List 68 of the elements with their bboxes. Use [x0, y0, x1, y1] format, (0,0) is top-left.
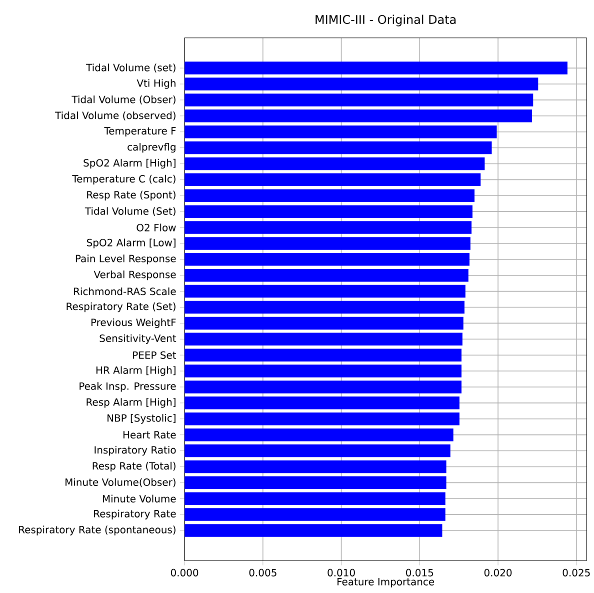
- y-tick-label: Temperature F: [104, 127, 176, 137]
- y-tick-label: Resp Alarm [High]: [86, 398, 176, 408]
- x-axis-title: Feature Importance: [338, 578, 434, 588]
- bar: [184, 396, 460, 410]
- bar: [184, 476, 446, 490]
- bar: [184, 364, 462, 378]
- y-tick-label: SpO2 Alarm [High]: [84, 159, 176, 169]
- bar: [184, 332, 462, 346]
- bar: [184, 380, 462, 394]
- y-tick-label: Peak Insp. Pressure: [80, 382, 176, 392]
- bar: [184, 189, 475, 202]
- y-tick-label: Richmond-RAS Scale: [74, 288, 176, 296]
- y-tick-label: Resp Rate (Spont): [87, 191, 176, 201]
- y-tick-label: HR Alarm [High]: [96, 366, 176, 376]
- y-tick-label: Tidal Volume (Set): [84, 207, 176, 216]
- bar: [184, 142, 492, 154]
- bar: [184, 508, 446, 522]
- bar: [184, 317, 464, 330]
- y-tick-label: Pain Level Response: [76, 254, 176, 264]
- bar: [184, 158, 485, 170]
- bar: [184, 301, 464, 314]
- bar: [184, 348, 462, 362]
- bar: [184, 285, 466, 298]
- bar: [184, 444, 450, 458]
- y-tick-label: Tidal Volume (Obser): [72, 96, 176, 105]
- bar: [184, 94, 534, 107]
- bar: [184, 460, 446, 474]
- bar: [184, 126, 497, 138]
- y-tick-label: Sensitivity-Vent: [100, 334, 176, 344]
- bar: [184, 524, 442, 538]
- y-tick-label: Minute Volume: [102, 494, 176, 503]
- bar: [184, 221, 472, 234]
- bar: [184, 237, 470, 250]
- y-tick-label: Heart Rate: [123, 431, 176, 439]
- x-tick-label: 0.015: [406, 569, 434, 577]
- y-tick-label: Vti High: [136, 79, 176, 90]
- bar: [184, 269, 468, 282]
- y-tick-label: calprevflg: [128, 143, 176, 153]
- x-tick-label: 0.010: [328, 569, 355, 577]
- bar: [184, 174, 481, 186]
- y-tick-label: Minute Volume(Obser): [66, 478, 176, 488]
- y-tick-label: Respiratory Rate (Set): [66, 302, 176, 312]
- y-tick-label: O2 Flow: [136, 224, 176, 232]
- y-tick-label: SpO2 Alarm [Low]: [86, 238, 176, 248]
- bar: [184, 78, 538, 91]
- y-tick-label: Temperature C (calc): [72, 175, 176, 185]
- bar: [184, 412, 460, 426]
- y-tick-label: Respiratory Rate (spontaneous): [19, 526, 176, 536]
- bar: [184, 205, 472, 218]
- x-tick-label: 0.005: [249, 569, 276, 577]
- y-tick-label: Previous WeightF: [91, 318, 176, 328]
- y-tick-label: Tidal Volume (observed): [55, 112, 176, 121]
- y-tick-label: Verbal Response: [94, 270, 176, 280]
- x-tick-label: 0.025: [562, 569, 590, 577]
- bar: [184, 492, 446, 506]
- y-tick-label: Resp Rate (Total): [92, 462, 176, 472]
- chart-title: MIMIC-III - Original Data: [316, 14, 456, 27]
- bar: [184, 110, 532, 122]
- bar: [184, 62, 568, 75]
- x-tick-label: 0.020: [484, 569, 512, 577]
- y-tick-label: NBP [Systolic]: [108, 414, 176, 424]
- y-tick-label: PEEP Set: [133, 352, 176, 360]
- y-tick-label: Tidal Volume (set): [86, 64, 176, 73]
- bar: [184, 253, 470, 266]
- bar: [184, 428, 454, 442]
- y-tick-label: Inspiratory Ratio: [94, 446, 176, 456]
- y-tick-label: Respiratory Rate: [94, 510, 176, 520]
- x-tick-label: 0.000: [170, 569, 198, 577]
